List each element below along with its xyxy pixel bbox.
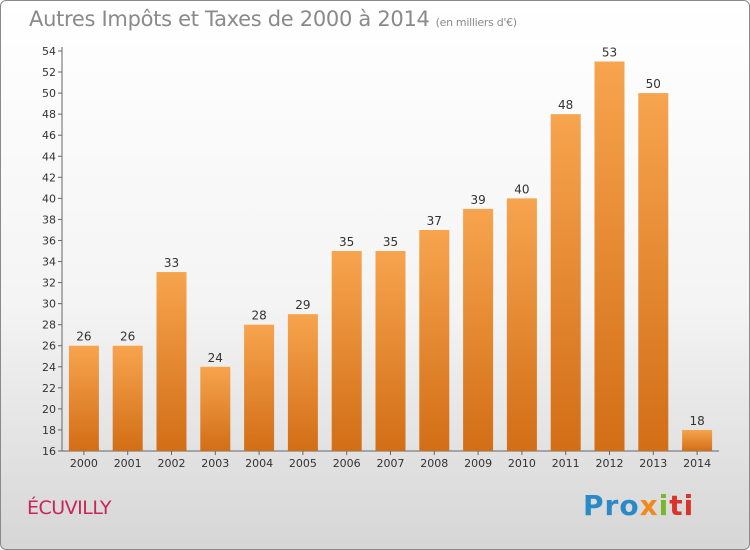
bar-value-label: 28 bbox=[251, 309, 266, 323]
proxiti-logo: Proxiti bbox=[583, 489, 694, 522]
y-tick-label: 16 bbox=[42, 445, 56, 458]
y-tick-label: 40 bbox=[42, 192, 56, 205]
bar bbox=[200, 366, 231, 451]
logo-part-1: Pro bbox=[583, 489, 640, 522]
bar bbox=[287, 314, 318, 451]
y-tick-label: 42 bbox=[42, 171, 56, 184]
bar bbox=[506, 198, 537, 451]
bar-value-label: 35 bbox=[383, 235, 398, 249]
y-tick-label: 44 bbox=[42, 150, 56, 163]
x-tick-label: 2005 bbox=[289, 457, 317, 470]
x-tick-label: 2013 bbox=[639, 457, 667, 470]
bar-value-label: 26 bbox=[120, 330, 135, 344]
x-tick-label: 2004 bbox=[245, 457, 273, 470]
y-tick-label: 20 bbox=[42, 403, 56, 416]
bar-value-label: 40 bbox=[514, 182, 529, 196]
bar bbox=[331, 251, 362, 451]
bar bbox=[463, 208, 494, 451]
y-tick-label: 50 bbox=[42, 87, 56, 100]
x-tick-label: 2014 bbox=[683, 457, 711, 470]
y-tick-label: 26 bbox=[42, 340, 56, 353]
y-tick-label: 24 bbox=[42, 361, 56, 374]
bar-value-label: 50 bbox=[646, 77, 661, 91]
bar bbox=[550, 114, 581, 451]
x-tick-label: 2001 bbox=[114, 457, 142, 470]
bar-value-label: 53 bbox=[602, 46, 617, 60]
y-tick-label: 32 bbox=[42, 277, 56, 290]
logo-part-3: i bbox=[658, 489, 670, 522]
bar-value-label: 39 bbox=[470, 193, 485, 207]
bar bbox=[594, 61, 625, 452]
bar bbox=[682, 429, 713, 451]
y-tick-label: 30 bbox=[42, 298, 56, 311]
bar bbox=[638, 93, 669, 452]
chart-title-text: Autres Impôts et Taxes de 2000 à 2014 bbox=[29, 7, 430, 31]
x-tick-label: 2003 bbox=[201, 457, 229, 470]
y-tick-label: 34 bbox=[42, 256, 56, 269]
x-tick-label: 2006 bbox=[333, 457, 361, 470]
chart-unit: (en milliers d'€) bbox=[435, 16, 517, 29]
x-tick-label: 2000 bbox=[70, 457, 98, 470]
x-tick-label: 2008 bbox=[420, 457, 448, 470]
x-tick-label: 2012 bbox=[596, 457, 624, 470]
bar-value-label: 24 bbox=[208, 351, 223, 365]
bars: 26 26 33 24 28 29 35 35 37 39 40 48 53 50 18 bbox=[68, 46, 713, 452]
bar-value-label: 26 bbox=[76, 330, 91, 344]
y-tick-label: 38 bbox=[42, 213, 56, 226]
chart-title: Autres Impôts et Taxes de 2000 à 2014 (en… bbox=[29, 7, 517, 31]
y-tick-label: 48 bbox=[42, 108, 56, 121]
bar bbox=[375, 251, 406, 451]
logo-part-2: x bbox=[639, 489, 659, 522]
bar-value-label: 48 bbox=[558, 98, 573, 112]
y-tick-label: 46 bbox=[42, 129, 56, 142]
x-tick-label: 2011 bbox=[552, 457, 580, 470]
x-tick-label: 2002 bbox=[158, 457, 186, 470]
bar bbox=[156, 272, 187, 451]
bar-value-label: 33 bbox=[164, 256, 179, 270]
y-tick-label: 54 bbox=[42, 45, 56, 58]
x-tick-label: 2010 bbox=[508, 457, 536, 470]
bar-value-label: 37 bbox=[427, 214, 442, 228]
bar-value-label: 35 bbox=[339, 235, 354, 249]
y-tick-label: 22 bbox=[42, 382, 56, 395]
y-tick-label: 36 bbox=[42, 234, 56, 247]
x-tick-label: 2009 bbox=[464, 457, 492, 470]
y-tick-label: 28 bbox=[42, 319, 56, 332]
axes: 16 18 20 22 24 26 28 30 32 34 36 38 40 42 44 46 48 50 52 54… bbox=[42, 45, 719, 470]
bar bbox=[244, 324, 275, 451]
bar bbox=[419, 229, 450, 451]
bar-value-label: 29 bbox=[295, 298, 310, 312]
logo-part-4: ti bbox=[669, 489, 695, 522]
x-tick-label: 2007 bbox=[377, 457, 405, 470]
bar bbox=[68, 345, 99, 451]
y-tick-label: 52 bbox=[42, 66, 56, 79]
y-tick-label: 18 bbox=[42, 424, 56, 437]
bar bbox=[112, 345, 143, 451]
bar-value-label: 18 bbox=[689, 414, 704, 428]
commune-name: ÉCUVILLY bbox=[27, 497, 112, 519]
